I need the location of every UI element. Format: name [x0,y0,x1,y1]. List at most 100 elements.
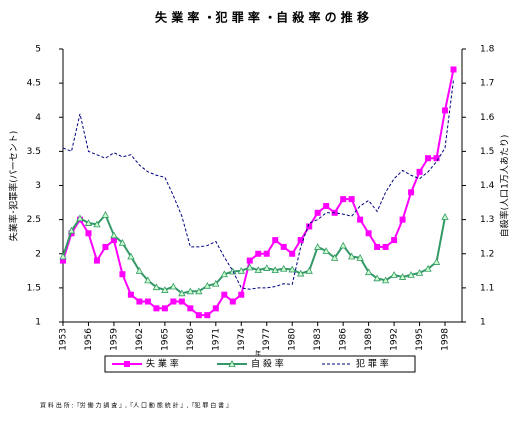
data-point [195,287,203,295]
data-point [204,312,211,319]
data-point [348,196,355,203]
data-point [212,305,219,312]
y2-tick-label: 1.7 [480,79,494,89]
x-tick-label: 1962 [135,328,145,351]
data-point [195,312,202,319]
data-point [110,237,117,244]
data-point [119,271,126,278]
y-tick-label: 5 [35,45,41,55]
data-point [408,189,415,196]
data-point [398,273,407,280]
data-point [407,271,415,278]
data-point [59,252,67,260]
y-tick-label: 2.5 [27,215,41,225]
data-point [322,247,330,254]
data-point [229,267,237,275]
data-point [178,289,186,297]
data-point [340,196,347,203]
x-tick-label: 1971 [211,328,221,351]
data-point [390,271,398,278]
data-point [161,305,168,312]
data-point [297,269,305,277]
x-axis-title: 年 [255,350,261,358]
data-point [85,230,92,237]
y2-tick-label: 1.5 [480,147,494,157]
x-tick-label: 1959 [109,328,119,351]
data-point [118,238,127,246]
data-point [382,243,389,250]
x-tick-label: 1956 [84,328,94,351]
y-tick-label: 4 [35,113,41,123]
legend-label: 犯 罪 率 [356,358,389,370]
data-point [101,211,110,218]
x-tick-label: 1989 [364,328,374,351]
data-point [314,243,322,250]
data-point [424,264,432,272]
y-axis-title: 失業率･犯罪率(パーセント) [8,131,20,242]
data-point [203,281,211,289]
data-point [229,298,236,305]
data-point [280,243,287,250]
data-point [297,237,304,244]
data-point [255,250,262,257]
data-point [127,252,135,260]
data-point [84,219,93,226]
legend-marker [228,360,236,367]
data-point [67,226,76,234]
data-point [263,250,270,257]
y2-tick-label: 1.2 [480,249,494,259]
data-point [237,266,245,274]
data-point [415,269,424,276]
x-tick-label: 1974 [237,328,247,351]
data-point [110,231,118,239]
data-point [60,257,66,264]
y2-tick-label: 1.8 [480,45,495,55]
data-point [289,250,296,257]
y2-tick-label: 1.3 [480,215,494,225]
data-point [102,243,109,250]
data-point [127,291,134,298]
data-point [280,264,288,272]
data-point [364,268,373,276]
data-point [221,291,228,298]
data-point [238,291,245,298]
series-line [62,79,455,290]
legend-label: 失 業 率 [146,358,179,370]
data-point [399,216,406,223]
data-point [330,254,339,261]
data-point [288,265,296,273]
data-point [178,298,185,305]
legend-marker [124,361,130,367]
y-tick-label: 1.5 [27,283,41,293]
data-point [246,263,254,271]
data-point [450,66,457,73]
y2-tick-label: 1.1 [480,283,494,293]
data-point [271,266,279,274]
data-point [347,252,356,260]
x-tick-label: 1998 [441,328,451,351]
y2-tick-label: 1.4 [480,181,495,191]
x-tick-label: 1983 [313,328,323,351]
data-point [381,276,390,284]
legend-box [104,355,416,373]
chart-title: 失 業 率 ・犯 罪 率 ・自 殺 率 の 推 移 [155,10,369,25]
data-point [356,254,364,261]
x-tick-label: 1986 [339,328,349,351]
series-line [62,69,455,317]
data-point [306,223,313,230]
x-tick-label: 1968 [186,328,196,351]
data-point [365,230,372,237]
data-point [391,237,398,244]
source-note: 資 料 出 所 :『労 働 力 調 査 』,『人 口 動 態 統 計 』,『犯 … [40,402,232,410]
y2-axis-title: 自殺率(人口1万人あたり) [499,135,511,238]
data-point [314,209,321,216]
data-point [425,155,432,162]
data-point [373,274,381,282]
x-tick-label: 1977 [262,328,272,351]
legend-label: 自 殺 率 [251,358,284,370]
data-point [433,155,440,162]
y-tick-label: 3 [35,181,41,191]
data-point [93,257,100,264]
data-point [76,214,84,222]
